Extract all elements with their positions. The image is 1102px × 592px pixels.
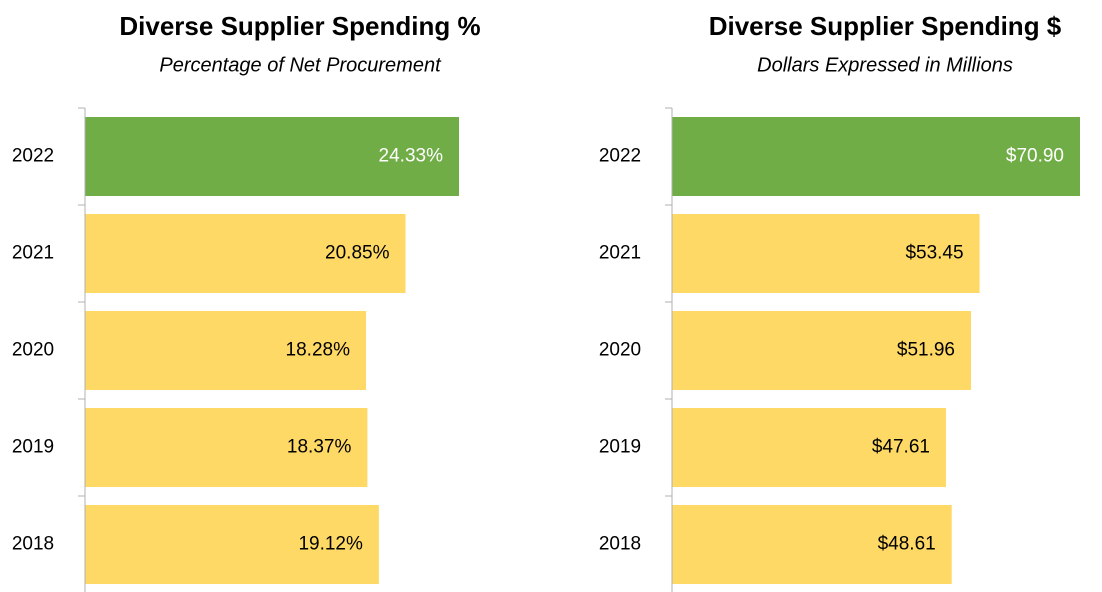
bar	[85, 311, 366, 390]
chart-title: Diverse Supplier Spending $	[709, 11, 1062, 41]
bar	[672, 117, 1080, 196]
value-label: $51.96	[897, 340, 955, 361]
category-label: 2018	[599, 534, 641, 555]
bar	[672, 408, 946, 487]
category-label: 2018	[12, 534, 54, 555]
category-label: 2021	[599, 243, 641, 264]
bar	[672, 505, 952, 584]
value-label: 20.85%	[325, 243, 390, 264]
chart-title: Diverse Supplier Spending %	[119, 11, 480, 41]
value-label: 19.12%	[298, 534, 363, 555]
bar	[85, 505, 379, 584]
value-label: 18.28%	[286, 340, 351, 361]
category-label: 2020	[12, 340, 54, 361]
bar	[85, 214, 406, 293]
category-label: 2022	[12, 146, 54, 167]
category-label: 2022	[599, 146, 641, 167]
category-label: 2021	[12, 243, 54, 264]
value-label: $70.90	[1006, 146, 1064, 167]
bar	[672, 214, 980, 293]
chart-subtitle: Percentage of Net Procurement	[159, 54, 442, 76]
category-label: 2019	[599, 437, 641, 458]
value-label: 18.37%	[287, 437, 352, 458]
bar	[85, 408, 368, 487]
value-label: 24.33%	[379, 146, 444, 167]
bar	[672, 311, 972, 390]
value-label: $47.61	[872, 437, 930, 458]
category-label: 2020	[599, 340, 641, 361]
chart-subtitle: Dollars Expressed in Millions	[757, 54, 1013, 76]
value-label: $48.61	[878, 534, 936, 555]
bar	[85, 117, 459, 196]
value-label: $53.45	[905, 243, 963, 264]
category-label: 2019	[12, 437, 54, 458]
